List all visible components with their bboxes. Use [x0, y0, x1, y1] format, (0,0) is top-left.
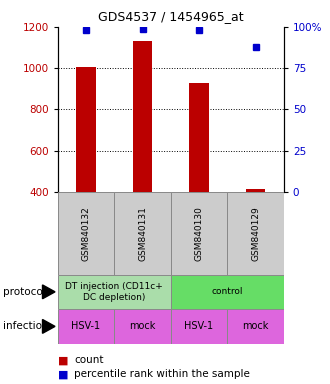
Bar	[171, 309, 227, 344]
Bar	[171, 275, 284, 309]
Bar	[114, 192, 171, 275]
Text: protocol: protocol	[3, 287, 46, 297]
Text: control: control	[212, 287, 243, 296]
Bar	[76, 66, 96, 192]
Text: GSM840131: GSM840131	[138, 206, 147, 261]
Bar	[58, 192, 114, 275]
Text: ■: ■	[58, 369, 68, 379]
Title: GDS4537 / 1454965_at: GDS4537 / 1454965_at	[98, 10, 244, 23]
Text: GSM840132: GSM840132	[82, 206, 90, 261]
Text: mock: mock	[242, 321, 269, 331]
Polygon shape	[43, 319, 55, 333]
Bar	[171, 192, 227, 275]
Text: infection: infection	[3, 321, 49, 331]
Text: count: count	[74, 355, 104, 365]
Text: mock: mock	[129, 321, 156, 331]
Bar	[114, 309, 171, 344]
Bar	[58, 275, 171, 309]
Text: GSM840130: GSM840130	[194, 206, 204, 261]
Bar	[189, 83, 209, 192]
Text: DT injection (CD11c+
DC depletion): DT injection (CD11c+ DC depletion)	[65, 282, 163, 302]
Bar	[227, 192, 284, 275]
Bar	[246, 189, 265, 192]
Bar	[133, 41, 152, 192]
Text: percentile rank within the sample: percentile rank within the sample	[74, 369, 250, 379]
Text: HSV-1: HSV-1	[71, 321, 101, 331]
Bar	[58, 309, 114, 344]
Text: HSV-1: HSV-1	[184, 321, 214, 331]
Text: ■: ■	[58, 355, 68, 365]
Bar	[227, 309, 284, 344]
Text: GSM840129: GSM840129	[251, 206, 260, 261]
Polygon shape	[43, 285, 55, 299]
